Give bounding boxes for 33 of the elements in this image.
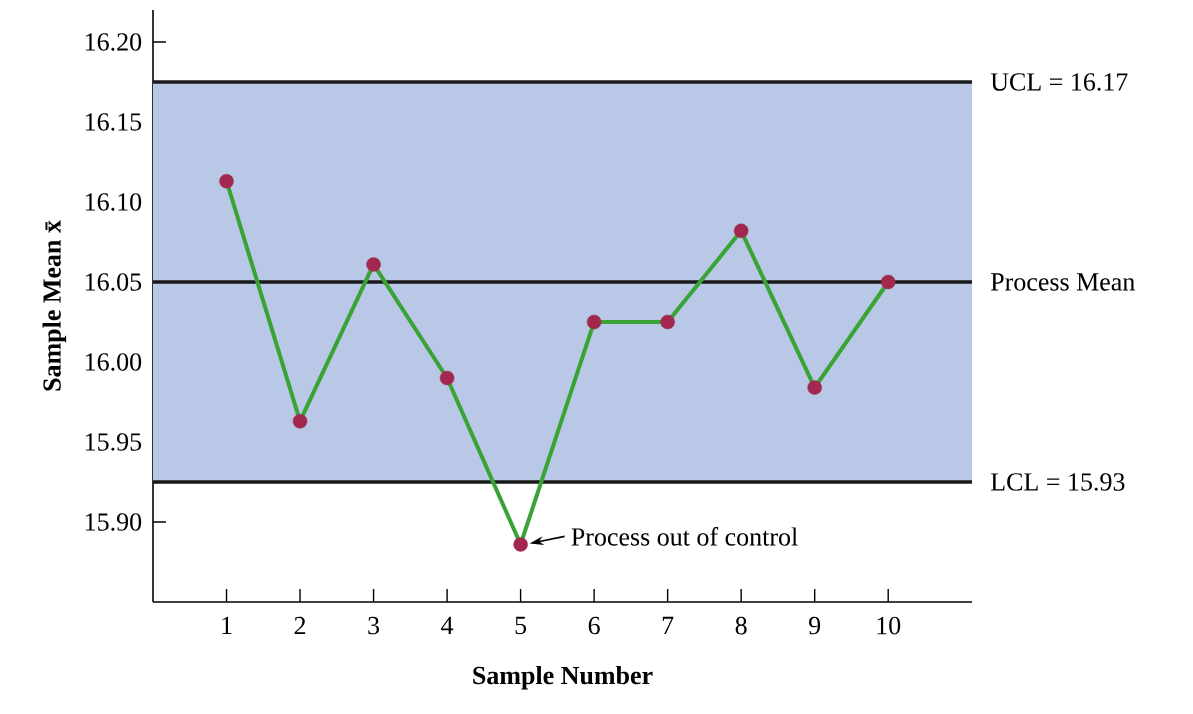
point <box>366 257 381 272</box>
point <box>439 370 455 386</box>
y-tick-label: 16.20 <box>85 33 142 51</box>
ref-line-label: LCL = 15.93 <box>990 473 1125 491</box>
point <box>219 174 234 189</box>
y-tick-label: 15.90 <box>85 513 142 531</box>
ref-line-label: Process Mean <box>990 273 1135 291</box>
y-tick-label: 16.10 <box>85 193 142 211</box>
ref-line-label: UCL = 16.17 <box>990 73 1128 91</box>
x-tick-label: 2 <box>294 616 306 635</box>
y-tick-label: 16.00 <box>85 353 142 371</box>
annotation: Process out of control <box>571 527 798 546</box>
y-tick-label: 15.95 <box>85 433 142 451</box>
x-tick-label: 6 <box>588 616 600 635</box>
point <box>881 274 896 290</box>
y-tick-label: 16.15 <box>85 113 142 131</box>
x-tick-label: 9 <box>809 616 821 635</box>
y-tick-label: 16.05 <box>85 273 142 291</box>
x-tick-label: 4 <box>441 616 454 634</box>
x-tick-label: 5 <box>515 616 527 635</box>
y-axis-title: Sample Mean x̄ <box>42 220 67 391</box>
point <box>807 380 822 395</box>
x-tick-label: 1 <box>222 616 232 635</box>
point <box>513 537 528 552</box>
x-tick-label: 8 <box>735 616 747 635</box>
point <box>586 314 602 330</box>
x-tick-label: 3 <box>368 616 380 635</box>
point <box>733 223 749 238</box>
x-axis-title: Sample Number <box>473 665 653 690</box>
point <box>292 414 308 429</box>
point <box>660 314 675 330</box>
x-tick-label: 7 <box>662 616 674 634</box>
x-tick-label: 10 <box>877 616 901 635</box>
